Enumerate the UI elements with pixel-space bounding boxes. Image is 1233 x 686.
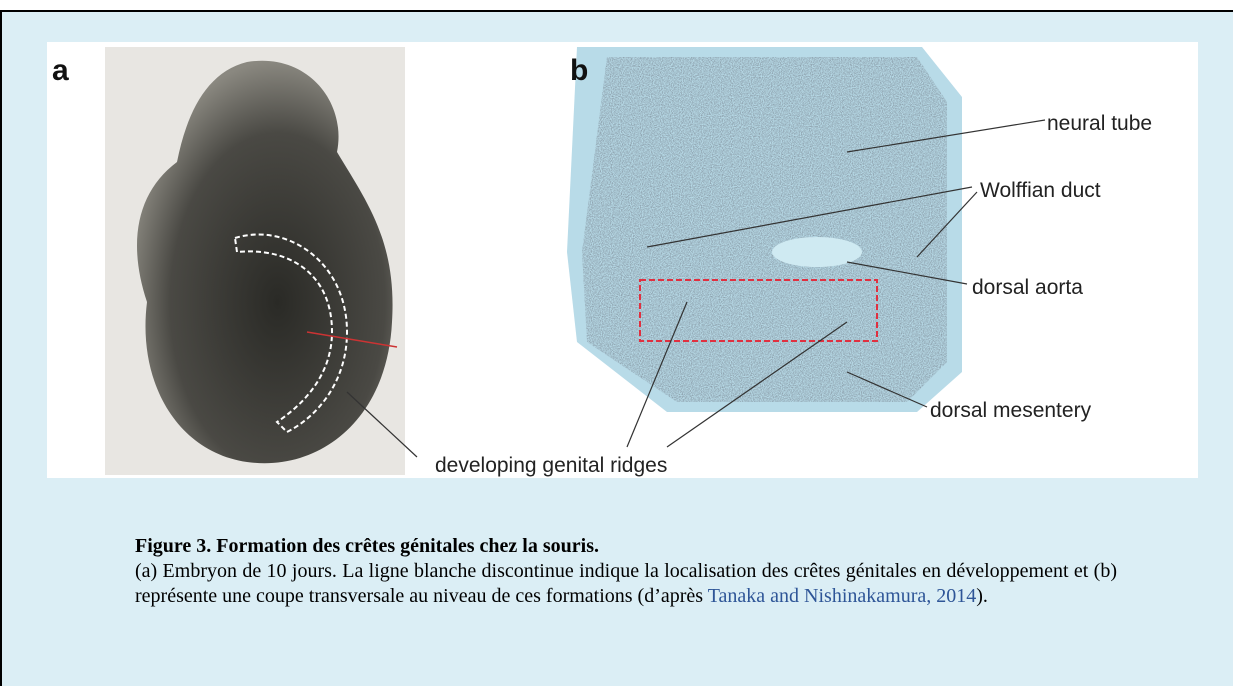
- panel-label: b: [570, 54, 588, 87]
- annotation: Wolffian duct: [980, 179, 1101, 202]
- caption: Figure 3. Formation des crêtes génitales…: [135, 534, 1117, 609]
- annotation: dorsal aorta: [972, 276, 1083, 299]
- citation-link[interactable]: Tanaka and Nishinakamura, 2014: [708, 585, 977, 607]
- page: a b neural tube Wolffian duct dorsal aor…: [0, 0, 1233, 686]
- annotation: dorsal mesentery: [930, 399, 1092, 422]
- figure: a b neural tube Wolffian duct dorsal aor…: [47, 42, 1198, 478]
- caption-text: ).: [976, 585, 988, 607]
- panel-label: a: [52, 54, 69, 87]
- annotation: neural tube: [1047, 112, 1152, 135]
- section-texture: [582, 57, 947, 402]
- annotation: developing genital ridges: [435, 454, 667, 477]
- caption-title: Figure 3. Formation des crêtes génitales…: [135, 534, 1117, 559]
